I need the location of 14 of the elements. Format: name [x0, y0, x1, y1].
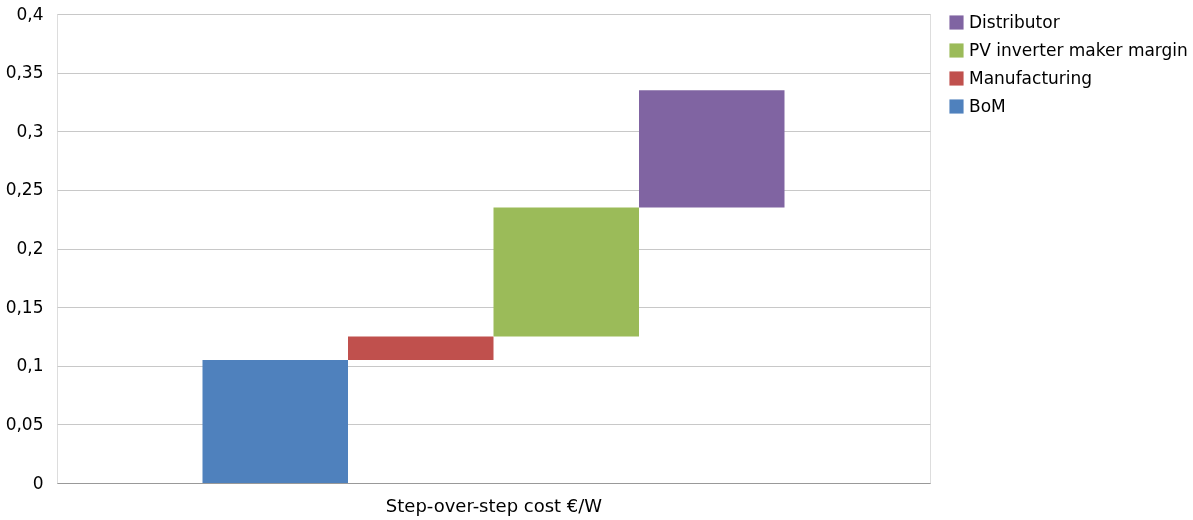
y-tick-label: 0,15	[5, 296, 44, 317]
y-tick-label: 0,4	[16, 3, 44, 24]
y-tick-label: 0,2	[16, 238, 44, 258]
y-tick-label: 0,1	[16, 355, 44, 376]
y-tick-label: 0,35	[5, 62, 44, 83]
y-tick-label: 0	[32, 472, 44, 493]
legend-label: Distributor	[969, 11, 1060, 32]
legend-label: BoM	[969, 95, 1006, 116]
legend-label: Manufacturing	[969, 67, 1093, 88]
y-tick-label: 0,05	[5, 413, 44, 434]
y-tick-label: 0,25	[5, 179, 44, 200]
legend-label: PV inverter maker margin	[969, 39, 1188, 60]
y-tick-label: 0,3	[16, 120, 44, 141]
x-axis-title: Step-over-step cost €/W	[385, 494, 603, 516]
